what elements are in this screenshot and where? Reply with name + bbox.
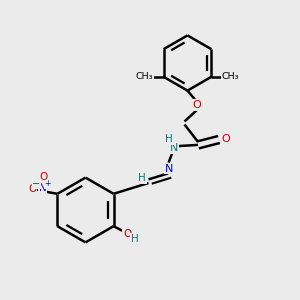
Text: O: O (123, 229, 131, 239)
Text: N: N (170, 143, 178, 153)
Text: O: O (193, 100, 202, 110)
Text: +: + (44, 179, 51, 188)
Text: N: N (39, 183, 46, 193)
Text: O: O (39, 172, 47, 182)
Text: O: O (221, 134, 230, 144)
Text: −: − (32, 178, 40, 189)
Text: CH₃: CH₃ (222, 72, 239, 81)
Text: H: H (138, 173, 146, 183)
Text: O: O (28, 184, 37, 194)
Text: H: H (165, 134, 173, 144)
Text: H: H (131, 234, 139, 244)
Text: CH₃: CH₃ (136, 72, 153, 81)
Text: N: N (164, 164, 173, 174)
